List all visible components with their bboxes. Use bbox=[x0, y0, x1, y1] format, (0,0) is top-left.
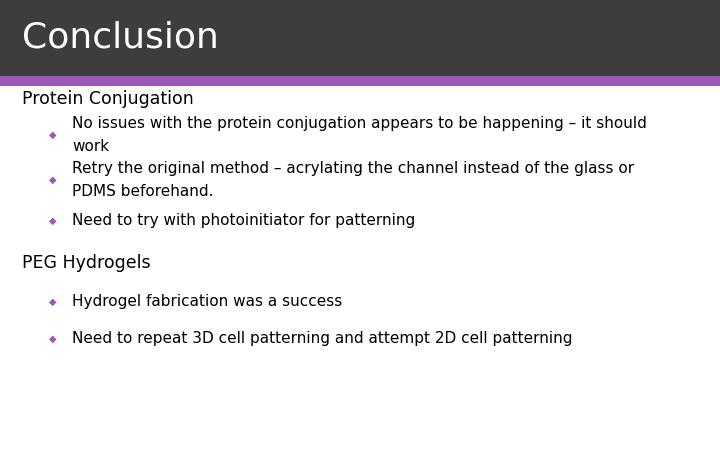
Text: ◆: ◆ bbox=[49, 130, 56, 140]
Text: Need to repeat 3D cell patterning and attempt 2D cell patterning: Need to repeat 3D cell patterning and at… bbox=[72, 331, 572, 346]
Text: PEG Hydrogels: PEG Hydrogels bbox=[22, 254, 150, 272]
Text: ◆: ◆ bbox=[49, 175, 56, 185]
Text: Retry the original method – acrylating the channel instead of the glass or
PDMS : Retry the original method – acrylating t… bbox=[72, 161, 634, 199]
Text: ◆: ◆ bbox=[49, 216, 56, 225]
Text: Hydrogel fabrication was a success: Hydrogel fabrication was a success bbox=[72, 294, 342, 309]
Text: No issues with the protein conjugation appears to be happening – it should
work: No issues with the protein conjugation a… bbox=[72, 116, 647, 154]
Text: ◆: ◆ bbox=[49, 333, 56, 343]
Text: Conclusion: Conclusion bbox=[22, 20, 218, 54]
Text: ◆: ◆ bbox=[49, 297, 56, 306]
Text: Protein Conjugation: Protein Conjugation bbox=[22, 90, 194, 108]
Text: Need to try with photoinitiator for patterning: Need to try with photoinitiator for patt… bbox=[72, 213, 415, 228]
